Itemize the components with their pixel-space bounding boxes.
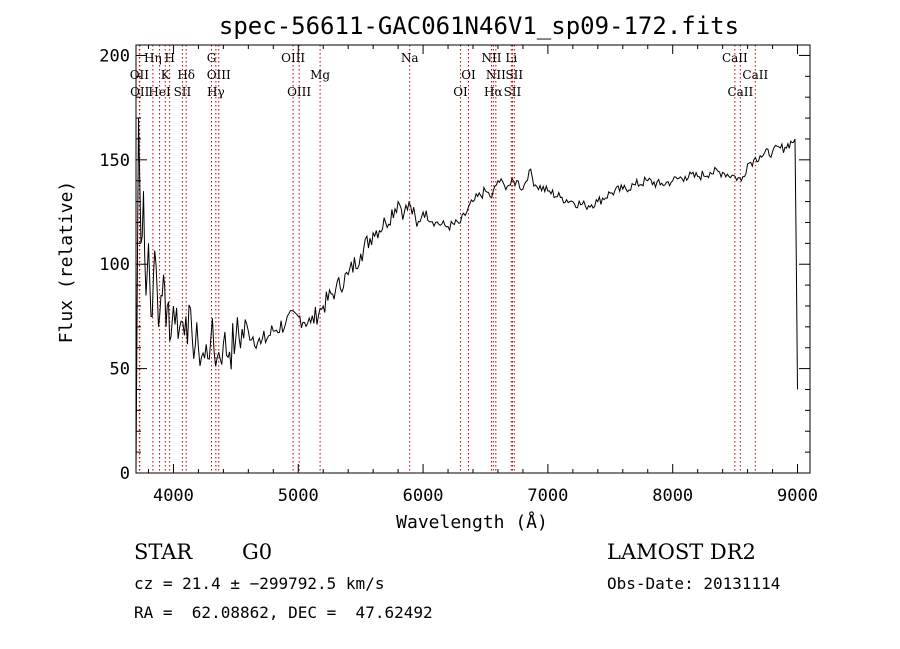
spectral-line-labels: OII OII Hη HeI KH SII Hδ G Hγ OIII OIII OIII Mg Na OI O…: [130, 51, 769, 99]
spectral-line-label: Hη: [144, 51, 162, 65]
x-tick-label: 4000: [153, 486, 194, 506]
spectral-line-label: OIII: [281, 51, 305, 65]
spectral-line-label: G: [207, 51, 217, 65]
y-tick-label: 100: [99, 255, 130, 275]
spectral-line-label: OI: [461, 68, 476, 82]
object-subclass: G0: [242, 540, 273, 564]
survey-name: LAMOST DR2: [607, 540, 756, 564]
spectral-line-label: OIII: [287, 85, 311, 99]
spectral-line-label: Li: [505, 51, 517, 65]
y-tick-label: 150: [99, 151, 130, 171]
spectral-line-label: NII: [486, 68, 506, 82]
sky-coordinates: RA = 62.08862, DEC = 47.62492: [134, 603, 433, 622]
x-axis: 4000 5000 6000 7000 8000 9000: [147, 45, 818, 506]
redshift-readout: cz = 21.4 ± −299792.5 km/s: [134, 574, 385, 593]
spectral-line-markers: [138, 45, 756, 473]
spectral-line-label: OII: [130, 85, 150, 99]
spectral-line-label: OII: [130, 68, 150, 82]
chart-title: spec-56611-GAC061N46V1_sp09-172.fits: [219, 12, 739, 40]
spectral-line-label: Hδ: [177, 68, 195, 82]
spectral-line-label: CaII: [742, 68, 768, 82]
observation-date: Obs-Date: 20131114: [607, 574, 781, 593]
spectral-line-label: SII: [504, 85, 522, 99]
spectral-line-label: OI: [453, 85, 468, 99]
spectral-line-label: Mg: [310, 68, 330, 82]
spectral-line-label: CaII: [727, 85, 753, 99]
spectral-line-label: H: [164, 51, 174, 65]
spectral-line-label: SII: [174, 85, 192, 99]
plot-frame: [135, 44, 811, 474]
spectral-line-label: NII: [481, 51, 501, 65]
x-tick-label: 6000: [403, 486, 444, 506]
y-tick-label: 0: [120, 464, 130, 484]
spectral-line-label: SII: [505, 68, 523, 82]
y-tick-label: 200: [99, 46, 130, 66]
x-tick-label: 7000: [527, 486, 568, 506]
y-axis-label: Flux (relative): [56, 181, 77, 344]
spectral-line-label: HeI: [148, 85, 171, 99]
spectrum-line: [135, 118, 798, 474]
x-axis-label: Wavelength (Å): [396, 511, 548, 533]
x-tick-label: 9000: [777, 486, 818, 506]
spectral-line-label: OIII: [207, 68, 231, 82]
spectral-line-label: K: [161, 68, 171, 82]
x-tick-label: 5000: [278, 486, 319, 506]
y-axis: 0 50 100 150 200: [99, 46, 810, 484]
spectral-line-label: Hα: [484, 85, 503, 99]
spectral-line-label: Hγ: [207, 85, 225, 99]
object-class: STAR: [134, 540, 193, 564]
x-tick-label: 8000: [652, 486, 693, 506]
y-tick-label: 50: [110, 360, 130, 380]
spectral-line-label: Na: [401, 51, 419, 65]
spectral-line-label: CaII: [722, 51, 748, 65]
